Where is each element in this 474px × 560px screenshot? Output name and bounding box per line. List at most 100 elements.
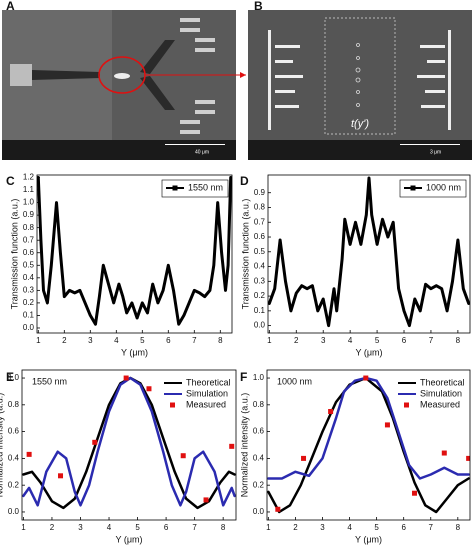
y-tick-label: 0.8 <box>253 400 265 409</box>
x-tick-label: 8 <box>456 336 461 345</box>
y-tick-label: 0.4 <box>8 454 20 463</box>
marker <box>26 451 32 457</box>
y-tick-label: 0.9 <box>254 188 266 197</box>
y-tick-label: 0.3 <box>254 276 266 285</box>
x-tick-label: 6 <box>164 523 169 532</box>
x-tick-label: 2 <box>294 336 299 345</box>
x-tick-label: 8 <box>218 336 223 345</box>
legend-frame <box>399 179 467 198</box>
y-tick-label: 0.6 <box>253 427 265 436</box>
plot-frame <box>36 174 233 334</box>
marker <box>363 375 369 381</box>
x-tick-label: 3 <box>78 523 83 532</box>
x-tick-label: 5 <box>375 336 380 345</box>
y-tick-label: 0.8 <box>8 400 20 409</box>
x-tick-label: 4 <box>114 336 119 345</box>
legend-label: Measured <box>186 399 226 409</box>
y-tick-label: 0.4 <box>254 262 266 271</box>
x-tick-label: 5 <box>135 523 140 532</box>
y-tick-label: 0.6 <box>254 232 266 241</box>
legend-label: Simulation <box>186 388 228 398</box>
sem-image-a <box>2 10 246 160</box>
x-axis-label: Y (μm) <box>355 534 382 544</box>
sem-image-b <box>248 10 472 160</box>
x-tick-label: 4 <box>348 336 353 345</box>
data-line <box>268 176 470 328</box>
marker <box>301 455 307 461</box>
plot-area <box>268 176 470 328</box>
y-tick-label: 0.9 <box>23 210 35 219</box>
y-axis-label: Transmission function (a.u.) <box>240 199 250 310</box>
y-tick-label: 1.0 <box>8 373 20 382</box>
legend-label: Theoretical <box>420 377 465 387</box>
y-tick-label: 0.4 <box>23 273 35 282</box>
legend-label: 1550 nm <box>188 182 223 192</box>
marker <box>275 506 281 512</box>
x-tick-label: 8 <box>456 523 461 532</box>
marker <box>146 386 152 392</box>
x-tick-label: 4 <box>107 523 112 532</box>
legend-label: 1000 nm <box>426 182 461 192</box>
x-tick-label: 2 <box>50 523 55 532</box>
legend-frame <box>161 179 229 198</box>
y-tick-label: 1.2 <box>23 173 35 182</box>
plot-frame <box>21 369 237 521</box>
panel-label: D <box>240 174 249 188</box>
y-tick-label: 0.1 <box>254 306 266 315</box>
marker <box>58 473 64 479</box>
x-tick-label: 6 <box>402 336 407 345</box>
legend-swatch <box>172 185 178 191</box>
marker <box>92 439 98 445</box>
marker <box>229 443 235 449</box>
x-tick-label: 1 <box>36 336 41 345</box>
legend-label: Theoretical <box>186 377 231 387</box>
y-tick-label: 1.0 <box>23 198 35 207</box>
y-tick-label: 0.6 <box>23 248 35 257</box>
x-tick-label: 6 <box>401 523 406 532</box>
y-tick-label: 0.0 <box>23 323 35 332</box>
marker <box>412 490 418 496</box>
plot-frame <box>266 369 471 521</box>
y-tick-label: 0.2 <box>253 480 265 489</box>
plot-frame <box>267 174 471 334</box>
y-tick-label: 0.4 <box>253 454 265 463</box>
y-tick-label: 0.5 <box>23 260 35 269</box>
x-tick-label: 2 <box>293 523 298 532</box>
y-tick-label: 0.5 <box>254 247 266 256</box>
data-line <box>22 376 236 507</box>
y-tick-label: 0.7 <box>23 235 35 244</box>
x-tick-label: 3 <box>320 523 325 532</box>
y-tick-label: 0.0 <box>254 321 266 330</box>
y-tick-label: 0.3 <box>23 285 35 294</box>
y-tick-label: 0.6 <box>8 427 20 436</box>
x-tick-label: 5 <box>140 336 145 345</box>
x-axis-label: Y (μm) <box>121 347 148 357</box>
plot-area <box>267 375 470 514</box>
y-axis-label: Normalized intensity (a.u.) <box>0 393 4 498</box>
x-tick-label: 7 <box>192 336 197 345</box>
plot-area <box>22 375 236 510</box>
scale-label: 40 μm <box>195 149 209 155</box>
y-axis-label: Normalized intensity (a.u.) <box>239 393 249 498</box>
marker <box>466 455 470 461</box>
legend-swatch <box>170 402 175 408</box>
scale-label: 3 μm <box>430 149 441 155</box>
x-tick-label: 1 <box>267 336 272 345</box>
panel-label: A <box>6 0 15 13</box>
y-tick-label: 0.7 <box>254 217 266 226</box>
x-tick-label: 7 <box>192 523 197 532</box>
x-tick-label: 6 <box>166 336 171 345</box>
y-tick-label: 0.0 <box>253 507 265 516</box>
x-tick-label: 1 <box>266 523 271 532</box>
y-tick-label: 0.2 <box>254 291 266 300</box>
x-tick-label: 7 <box>429 523 434 532</box>
y-tick-label: 0.8 <box>254 203 266 212</box>
legend-swatch <box>404 402 409 408</box>
marker <box>441 450 447 456</box>
x-tick-label: 5 <box>374 523 379 532</box>
data-line <box>267 376 470 480</box>
annotation: 1550 nm <box>32 376 67 386</box>
y-tick-label: 0.2 <box>8 480 20 489</box>
x-tick-label: 4 <box>347 523 352 532</box>
